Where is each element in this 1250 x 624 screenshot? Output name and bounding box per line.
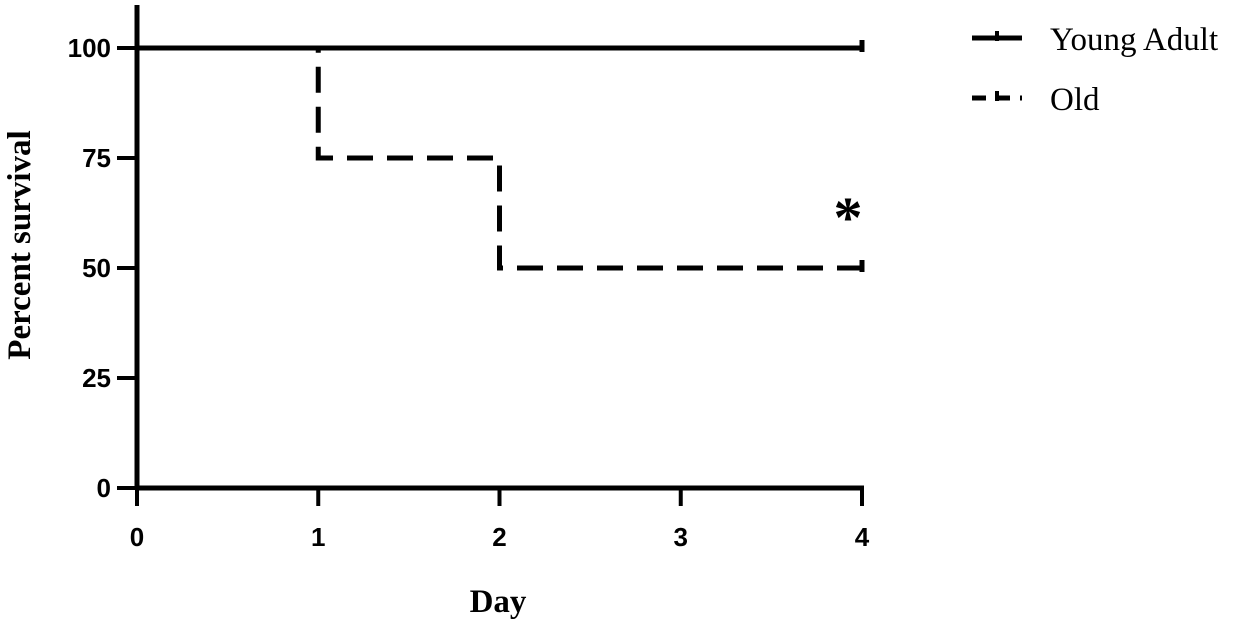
legend-label: Old: [1050, 82, 1100, 118]
significance-asterisk: *: [834, 185, 863, 250]
annotations: *: [834, 185, 863, 250]
y-tick-label: 0: [97, 473, 111, 503]
series-line-old: [137, 45, 862, 271]
x-tick-label: 1: [311, 522, 325, 552]
y-tick-label: 25: [82, 363, 111, 393]
x-axis-title: Day: [470, 584, 527, 620]
y-axis-title: Percent survival: [2, 130, 38, 359]
legend-label: Young Adult: [1050, 22, 1218, 58]
x-tick-label: 2: [492, 522, 506, 552]
x-tick-label: 4: [855, 522, 870, 552]
legend: Young Adult Old: [972, 22, 1218, 118]
y-tick-label: 100: [68, 33, 111, 63]
x-tick-label: 0: [130, 522, 144, 552]
x-tick-label: 3: [674, 522, 688, 552]
y-tick-label: 50: [82, 253, 111, 283]
series-layer: [137, 40, 865, 272]
axes: 0 25 50 75 100 0 1 2 3 4: [68, 5, 870, 552]
y-tick-label: 75: [82, 143, 111, 173]
